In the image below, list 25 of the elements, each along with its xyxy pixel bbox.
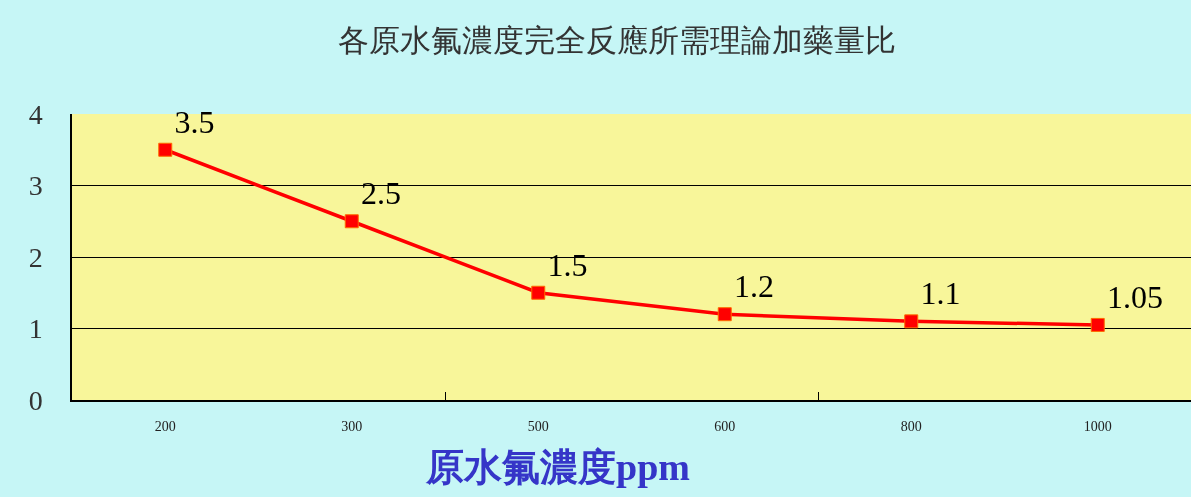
x-tick-label: 600 — [714, 418, 736, 434]
x-tick-label: 300 — [341, 418, 363, 434]
point — [344, 214, 359, 229]
y-tick-label: 1 — [28, 313, 43, 345]
point — [158, 142, 173, 157]
x-tick-label: 800 — [900, 418, 922, 434]
data-label: 1.2 — [733, 268, 774, 305]
x-tick-label: 1000 — [1083, 418, 1112, 434]
x-tick-label: 200 — [154, 418, 176, 434]
y-tick-label: 2 — [28, 241, 43, 273]
point — [531, 285, 546, 300]
data-label: 1.1 — [920, 275, 961, 312]
x-axis-title: 原水氟濃度ppm — [425, 446, 690, 488]
y-tick-label: 3 — [28, 170, 43, 202]
data-label: 2.5 — [360, 175, 401, 212]
point — [717, 307, 732, 322]
data-label: 3.5 — [174, 103, 215, 140]
point — [1090, 317, 1105, 332]
data-label: 1.05 — [1106, 278, 1163, 315]
point — [904, 314, 919, 329]
y-tick-label: 0 — [28, 384, 43, 416]
y-tick-label: 4 — [28, 98, 43, 130]
data-label: 1.5 — [547, 246, 588, 283]
chart-title: 各原水氟濃度完全反應所需理論加藥量比 — [338, 21, 896, 58]
x-tick-label: 500 — [527, 418, 549, 434]
